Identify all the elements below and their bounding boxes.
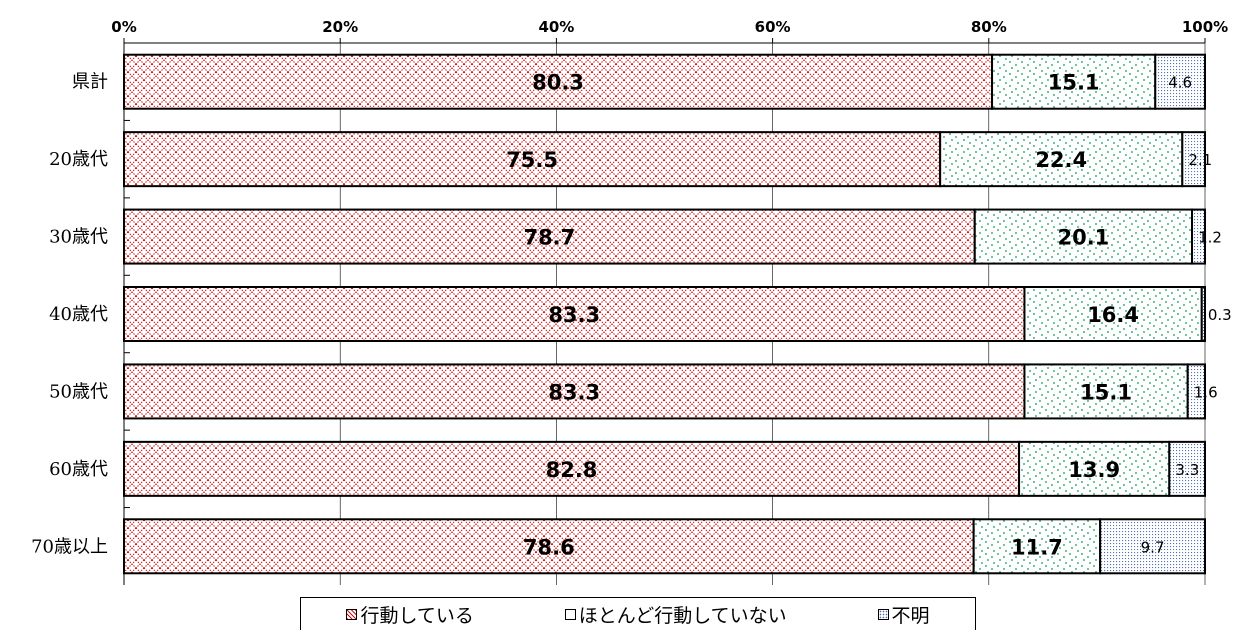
legend-item-hardly-acting: ほとんど行動していない [564, 601, 787, 628]
x-tick-label: 20% [322, 18, 358, 36]
x-tick-label: 100% [1182, 18, 1228, 36]
legend-item-unknown: 不明 [877, 601, 930, 628]
data-label: 3.3 [1175, 461, 1199, 479]
data-label: 80.3 [532, 71, 584, 95]
bar-segment-unknown [1181, 131, 1206, 188]
bar-segment-acting [123, 131, 942, 188]
x-tick-label: 80% [971, 18, 1007, 36]
bar-segment-unknown [1186, 363, 1206, 420]
data-label: 22.4 [1035, 148, 1087, 172]
data-label: 15.1 [1048, 71, 1100, 95]
data-label: 78.7 [523, 226, 575, 250]
bar-segment-acting [123, 518, 975, 575]
bars [123, 53, 1207, 575]
bar-segment-acting [123, 208, 976, 265]
bar-segment-unknown [1154, 53, 1207, 110]
data-label: 82.8 [546, 458, 598, 482]
data-label: 20.1 [1057, 226, 1109, 250]
data-label: 9.7 [1141, 538, 1165, 556]
legend-swatch-hardly-acting [564, 608, 576, 620]
bar-segment-acting [123, 53, 994, 110]
category-label: 70歳以上 [31, 536, 108, 557]
bar-segment-hardly-acting [1023, 286, 1203, 342]
category-label: 40歳代 [49, 304, 108, 325]
axes [123, 38, 1206, 585]
labels: 0% 20% 40% 60% 80% 100% 県計 80.3 15.1 4.6 20歳代 75.5 2… [31, 18, 1232, 559]
x-tick-label: 40% [538, 18, 574, 36]
legend-swatch-acting [346, 608, 358, 620]
bar-segment-unknown [1191, 208, 1206, 265]
legend: 行動している ほとんど行動していない 不明 [300, 597, 976, 630]
category-label: 30歳代 [49, 227, 108, 248]
bar-segment-hardly-acting [1023, 363, 1189, 420]
data-label: 83.3 [548, 380, 600, 404]
bar-segment-hardly-acting [1018, 440, 1171, 497]
legend-item-acting: 行動している [346, 601, 474, 628]
bar-segment-hardly-acting [973, 208, 1194, 265]
legend-label-hardly-acting: ほとんど行動していない [578, 604, 787, 627]
x-tick-label: 60% [755, 18, 791, 36]
bar-segment-unknown [1099, 518, 1206, 575]
category-label: 20歳代 [49, 149, 108, 170]
data-label: 1.2 [1198, 229, 1222, 247]
data-label: 15.1 [1080, 380, 1132, 404]
x-tick-label: 0% [111, 18, 136, 36]
data-label: 1.6 [1194, 383, 1218, 401]
data-label: 0.3 [1208, 306, 1232, 324]
data-label: 83.3 [548, 303, 600, 327]
bar-segment-unknown [1200, 286, 1206, 342]
legend-label-acting: 行動している [360, 604, 474, 627]
data-label: 4.6 [1168, 74, 1192, 92]
data-label: 75.5 [506, 148, 558, 172]
data-label: 11.7 [1011, 535, 1063, 559]
legend-label-unknown: 不明 [891, 604, 930, 627]
data-label: 2.1 [1188, 151, 1212, 169]
bar-segment-acting [123, 363, 1026, 420]
category-label: 県計 [72, 72, 108, 93]
bar-segment-unknown [1168, 440, 1207, 497]
legend-swatch-unknown [877, 608, 889, 620]
data-label: 78.6 [523, 535, 575, 559]
bar-segment-acting [123, 440, 1021, 497]
data-label: 13.9 [1068, 458, 1120, 482]
category-label: 60歳代 [49, 459, 108, 480]
data-label: 16.4 [1087, 303, 1139, 327]
category-label: 50歳代 [49, 381, 108, 402]
bar-segment-hardly-acting [939, 131, 1184, 188]
